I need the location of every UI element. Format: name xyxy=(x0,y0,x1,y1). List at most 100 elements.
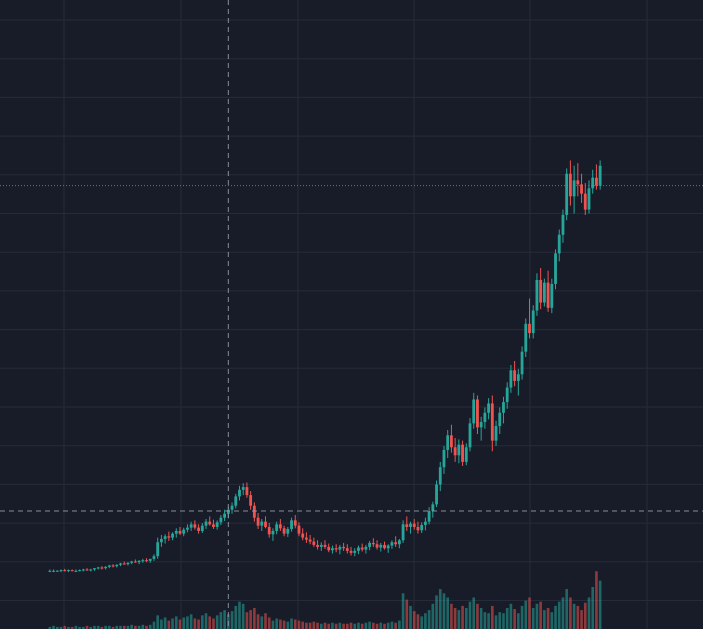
candle xyxy=(431,501,435,518)
candle-body xyxy=(52,570,55,572)
candle xyxy=(59,569,63,573)
candle xyxy=(89,568,93,572)
candle xyxy=(334,544,338,553)
candle-body xyxy=(524,323,528,352)
candle-body xyxy=(238,489,241,497)
candle xyxy=(509,364,513,393)
volume-bar xyxy=(323,622,327,629)
candle xyxy=(568,160,572,206)
candle-body xyxy=(494,426,498,441)
candle-body xyxy=(539,279,543,303)
volume-bar xyxy=(498,612,502,629)
volume-bar xyxy=(505,608,509,629)
volume-bar xyxy=(502,613,505,629)
volume-bar xyxy=(368,621,371,629)
candle xyxy=(371,538,375,547)
candle-body xyxy=(163,536,167,539)
candle-body xyxy=(156,542,160,557)
candle xyxy=(375,540,379,550)
candle xyxy=(178,526,182,535)
candle xyxy=(580,173,583,203)
volume-bar xyxy=(464,608,468,629)
candle xyxy=(293,515,297,529)
candle-body xyxy=(200,525,204,531)
candle xyxy=(557,229,561,262)
candle xyxy=(212,519,215,529)
volume-bar xyxy=(517,613,520,629)
volume-bar xyxy=(353,623,357,629)
candle xyxy=(319,542,323,551)
candle-body xyxy=(215,522,219,527)
candle-body xyxy=(583,193,587,210)
candle xyxy=(297,522,301,537)
candle xyxy=(107,564,111,569)
candle xyxy=(520,346,524,380)
candle-body xyxy=(219,517,223,523)
candle-body xyxy=(59,570,63,572)
volume-bar xyxy=(539,601,542,629)
volume-bar xyxy=(319,623,323,629)
candle xyxy=(312,537,316,547)
candle xyxy=(48,569,52,573)
volume-bar xyxy=(580,610,583,629)
candle xyxy=(368,540,372,551)
candle-body xyxy=(104,566,108,569)
volume-bar xyxy=(70,626,74,629)
candle xyxy=(275,521,279,535)
candle-body xyxy=(319,544,323,547)
candle-body xyxy=(364,546,368,550)
candle-body xyxy=(580,184,583,194)
candle-body xyxy=(546,282,550,308)
candle-body xyxy=(516,374,520,381)
candle-body xyxy=(249,495,253,506)
candle-body xyxy=(338,546,342,550)
volume-bar xyxy=(260,616,264,629)
volume-bar xyxy=(264,613,267,629)
volume-bar xyxy=(238,601,241,629)
volume-bar xyxy=(253,608,256,629)
volume-bar xyxy=(550,612,554,629)
volume-bar xyxy=(286,621,290,629)
candle-body xyxy=(450,435,453,448)
volume-bar xyxy=(305,622,308,629)
candle-body xyxy=(323,544,327,547)
candle xyxy=(204,519,208,529)
volume-bar xyxy=(52,625,55,629)
candle xyxy=(490,395,494,452)
candle-body xyxy=(212,524,215,527)
candle xyxy=(420,522,424,533)
candle-body xyxy=(126,562,130,565)
candle-body xyxy=(260,521,264,526)
candle-body xyxy=(342,546,346,549)
volume-bar xyxy=(78,626,81,629)
volume-bar xyxy=(591,587,595,629)
candle-body xyxy=(137,560,141,563)
volume-bar xyxy=(282,620,286,629)
volume-bar xyxy=(316,622,319,629)
volume-bar xyxy=(212,618,215,629)
candle xyxy=(438,461,442,492)
candle xyxy=(535,273,539,316)
candle xyxy=(379,542,383,552)
volume-bar xyxy=(513,609,516,629)
candle xyxy=(156,537,160,559)
candle xyxy=(528,298,531,339)
candle-body xyxy=(115,564,119,567)
volume-bar xyxy=(134,625,137,629)
candle-body xyxy=(472,399,476,424)
volume-bar xyxy=(96,625,100,629)
candle xyxy=(505,382,509,409)
candle xyxy=(74,569,78,573)
volume-bar xyxy=(401,593,405,629)
candle xyxy=(249,491,253,510)
volume-bar xyxy=(267,617,271,629)
candle xyxy=(182,527,186,537)
candlesticks xyxy=(48,160,602,573)
candle-body xyxy=(375,544,379,548)
candle xyxy=(598,160,602,190)
candle xyxy=(327,543,331,553)
volume-bar xyxy=(275,618,278,629)
volume-bar xyxy=(569,597,572,629)
